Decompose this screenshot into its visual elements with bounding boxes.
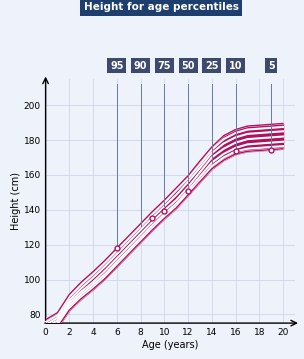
Text: 75: 75 (157, 61, 171, 71)
Text: Height for age percentiles: Height for age percentiles (84, 2, 239, 12)
Text: 5: 5 (268, 61, 275, 71)
Text: 95: 95 (110, 61, 123, 71)
Text: 10: 10 (229, 61, 242, 71)
Text: 90: 90 (134, 61, 147, 71)
Text: 25: 25 (205, 61, 219, 71)
Y-axis label: Height (cm): Height (cm) (11, 172, 21, 230)
X-axis label: Age (years): Age (years) (142, 340, 199, 350)
Text: 50: 50 (181, 61, 195, 71)
